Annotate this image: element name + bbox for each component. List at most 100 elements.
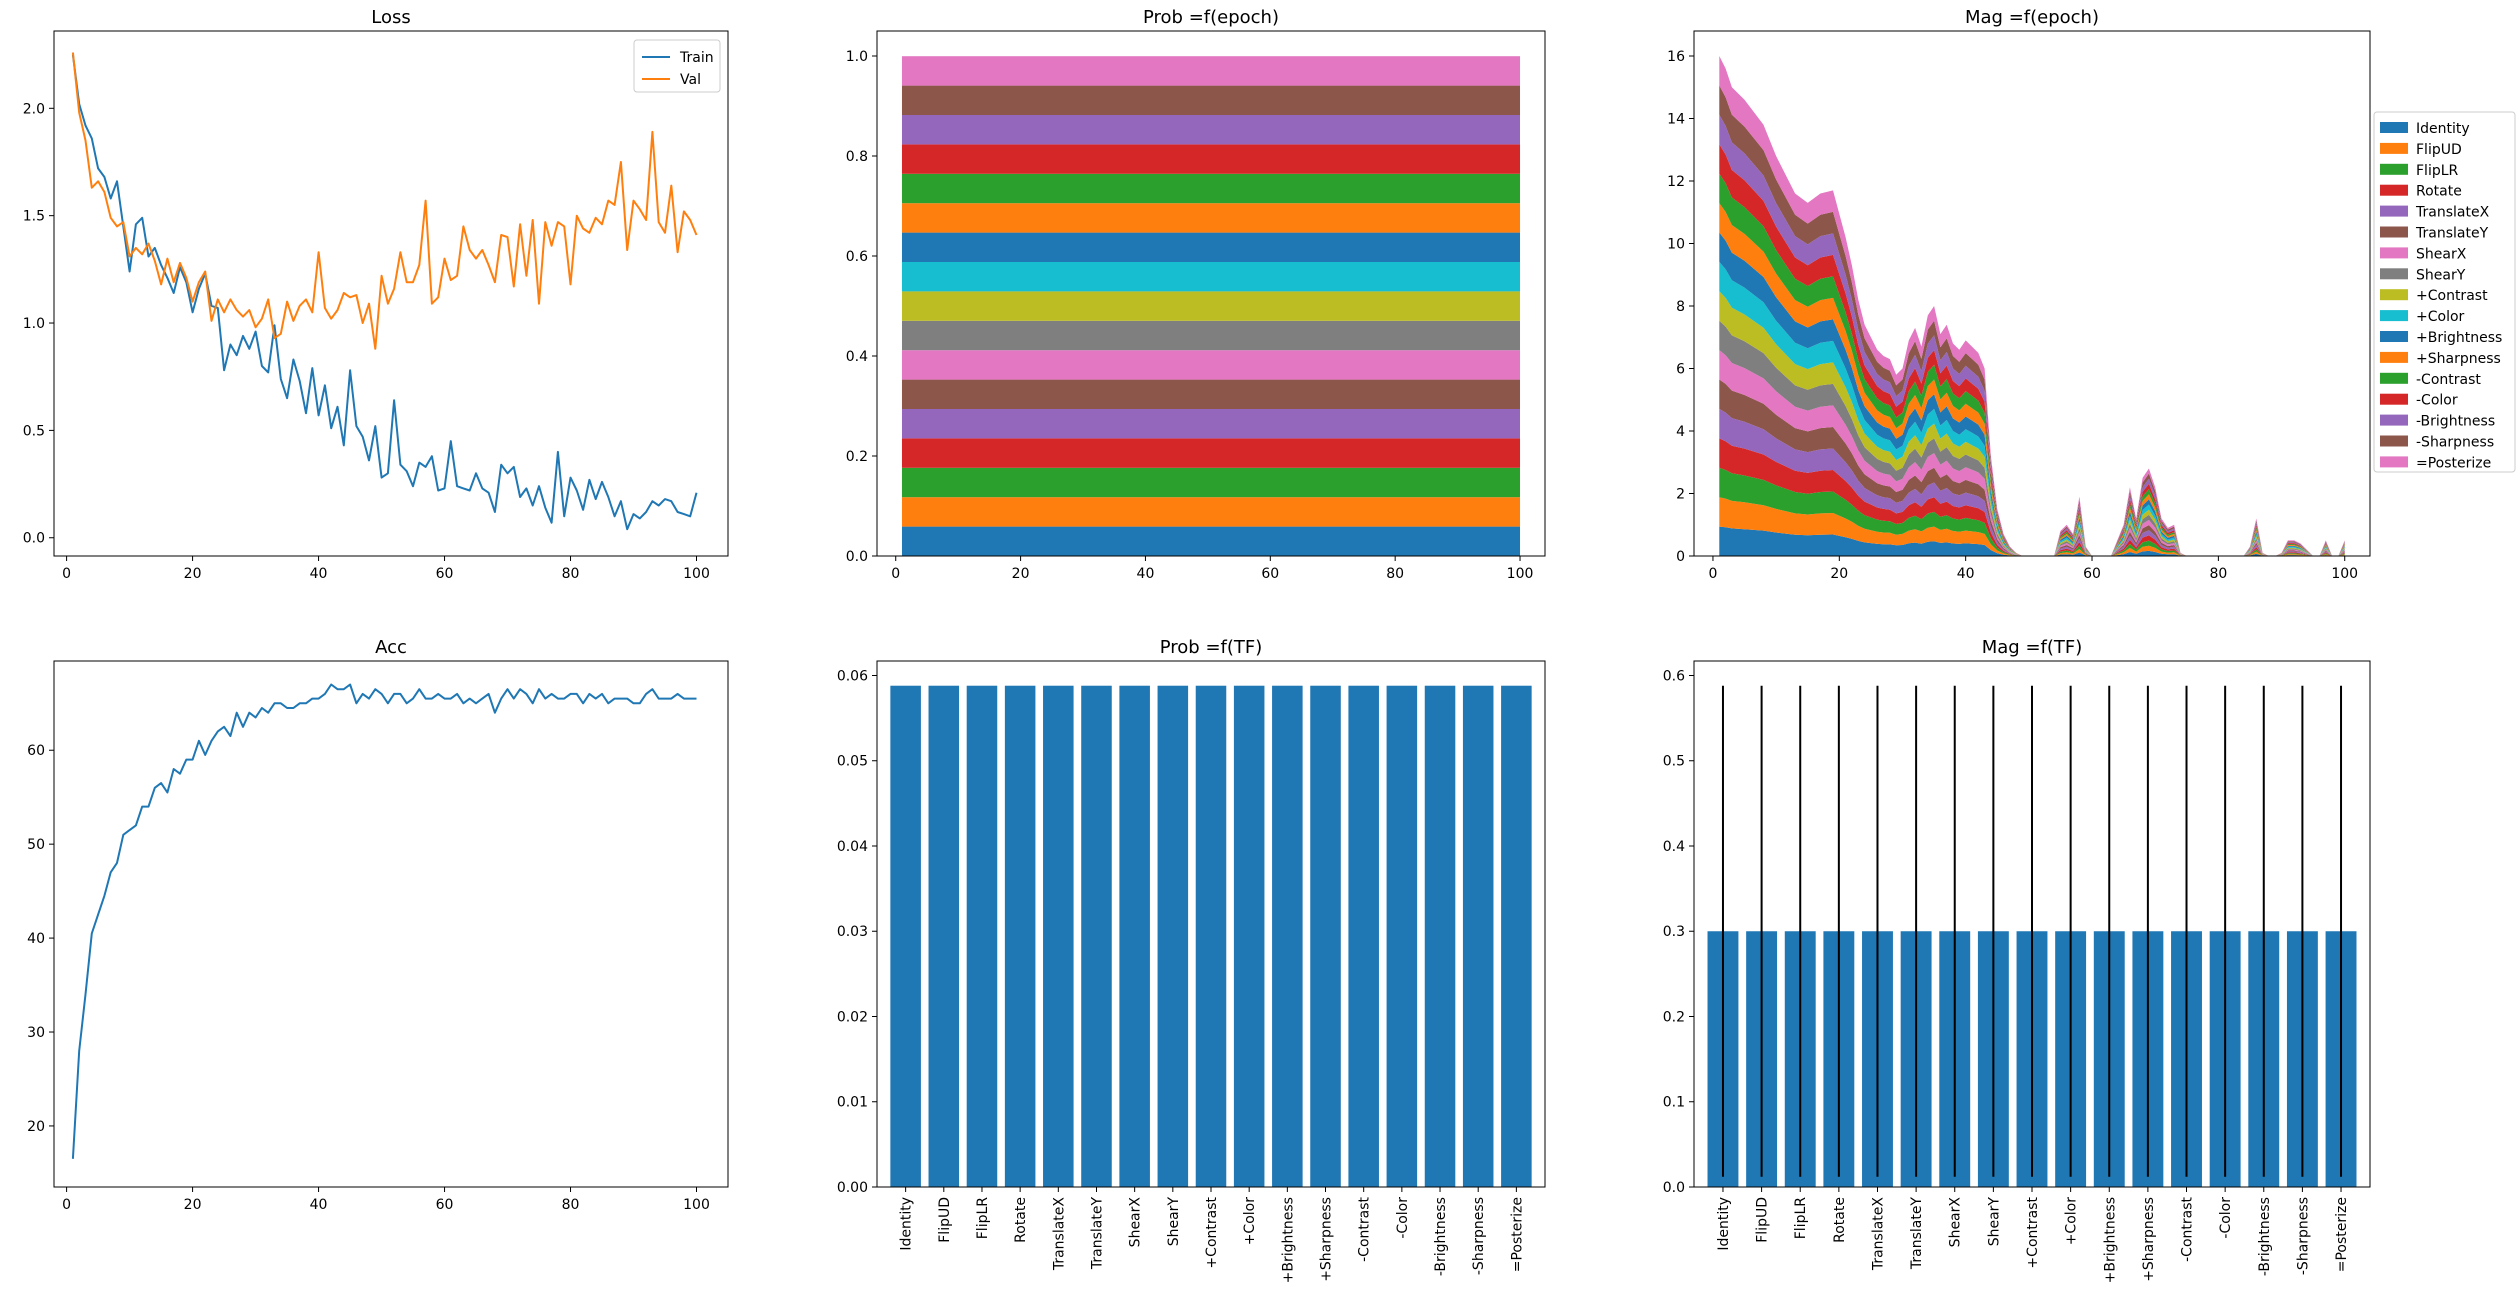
y-tick-label: 0.6 [846,249,868,265]
y-tick-label: 10 [1667,237,1685,253]
legend-label: -Contrast [2416,372,2481,388]
series-line-1 [71,683,697,1159]
series-line-train [71,54,698,531]
area-band-2 [901,497,1521,527]
y-tick-label: 2.0 [23,101,45,117]
x-tick-label: Identity [899,1197,915,1251]
axes-frame [876,30,1546,557]
y-tick-label: 6 [1676,362,1685,378]
x-tick-label: 40 [310,566,328,582]
x-tick-label: -Color [2218,1197,2234,1239]
panel-4: Acc 20 30 40 50 60 0 20 40 60 80 100 [27,637,729,1213]
y-tick-label: 40 [27,931,45,947]
x-tick-label: FlipUD [1755,1197,1771,1243]
legend-swatch [2380,163,2408,175]
legend-swatch [2380,122,2408,133]
bar [1043,685,1074,1187]
x-tick-label: Rotate [1832,1197,1848,1243]
x-tick-label: 0 [891,566,900,582]
x-tick-label: +Sharpness [2141,1197,2157,1282]
area-band-3 [901,467,1521,498]
legend-label: ShearY [2416,267,2466,283]
x-tick-label: +Sharpness [1319,1197,1335,1282]
legend-swatch [2380,393,2408,405]
x-tick-label: ShearY [1166,1197,1182,1247]
y-tick-label: 0.4 [1663,839,1685,855]
x-tick-label: 100 [1507,566,1534,582]
legend-label: Val [680,72,701,88]
legend-swatch [2380,289,2408,301]
y-tick-label: 0.0 [23,531,45,547]
x-tick-label: +Color [1242,1197,1258,1246]
x-tick-label: 60 [2083,566,2101,582]
y-tick-label: 4 [1676,424,1685,440]
area-band-11 [901,232,1521,262]
area-band-13 [901,173,1521,204]
area-layer-2 [1719,497,2345,556]
x-tick-label: -Sharpness [2295,1197,2311,1275]
axes-frame [53,30,729,557]
legend-swatch [2380,142,2408,154]
x-tick-label: 40 [1137,566,1155,582]
y-tick-label: 0.02 [837,1009,868,1025]
legend-swatch [2380,456,2408,468]
legend-swatch [2380,184,2408,196]
legend-label: -Sharpness [2416,435,2494,451]
y-tick-label: 1.0 [846,49,868,65]
x-tick-label: 60 [1261,566,1279,582]
x-tick-label: 80 [2209,566,2227,582]
panel-2: Prob =f(epoch) 0.0 0.2 0.4 0.6 0.8 1.0 0 20 40 60 8… [846,7,1546,582]
legend-swatch [2380,247,2408,259]
legend-label: +Contrast [2416,288,2488,304]
bar [1233,685,1265,1187]
y-tick-label: 8 [1676,299,1685,315]
panel-3: Mag =f(epoch) 0 2 4 6 8 10 12 14 16 0 20 40 60 80 100 Id… [1667,7,2516,582]
x-tick-label: ShearY [1986,1197,2002,1247]
legend: Train Val [633,39,721,93]
legend-swatch [2380,331,2408,342]
legend-swatch [2380,435,2408,447]
legend-label: -Color [2416,393,2458,409]
legend-box [2373,111,2516,473]
x-tick-label: FlipLR [1793,1197,1809,1240]
y-tick-label: 14 [1667,112,1685,128]
series-line-val [71,52,698,350]
area-band-6 [901,379,1521,409]
y-tick-label: 0 [1676,549,1685,565]
legend-label: +Brightness [2416,330,2502,346]
y-tick-label: 50 [27,837,45,853]
x-tick-label: FlipUD [937,1197,953,1243]
y-tick-label: 0.0 [846,549,868,565]
y-tick-label: 0.8 [846,149,868,165]
y-tick-label: 0.5 [23,423,45,439]
bar [1310,685,1341,1187]
legend-label: Identity [2416,121,2470,137]
x-tick-label: ShearX [1948,1197,1964,1248]
x-tick-label: +Contrast [2025,1197,2041,1269]
chart-title: Acc [375,637,407,658]
y-tick-label: 0.00 [837,1180,868,1196]
legend-label: Train [679,50,714,66]
x-tick-label: 80 [562,1197,580,1213]
legend-label: +Color [2416,309,2465,325]
y-tick-label: 12 [1667,174,1685,190]
legend-label: FlipLR [2416,163,2459,179]
x-tick-label: 0 [62,1197,71,1213]
bar [1157,685,1189,1187]
x-tick-label: 40 [1957,566,1975,582]
area-band-7 [901,350,1521,380]
panel-5: Prob =f(TF) 0.00 0.01 0.02 0.03 0.04 0.05 0.06 I… [837,637,1546,1283]
legend-swatch [2380,226,2408,238]
x-tick-label: +Contrast [1204,1197,1220,1269]
bar [1195,685,1227,1187]
area-layer-3 [1719,467,2345,556]
area-band-1 [901,526,1521,556]
x-tick-label: 100 [683,566,710,582]
legend-label: ShearX [2416,246,2467,262]
axes-frame [53,660,729,1188]
x-tick-label: ShearX [1128,1197,1144,1248]
bar [966,685,998,1187]
x-tick-label: TranslateX [1870,1197,1886,1272]
area-band-9 [901,291,1521,321]
